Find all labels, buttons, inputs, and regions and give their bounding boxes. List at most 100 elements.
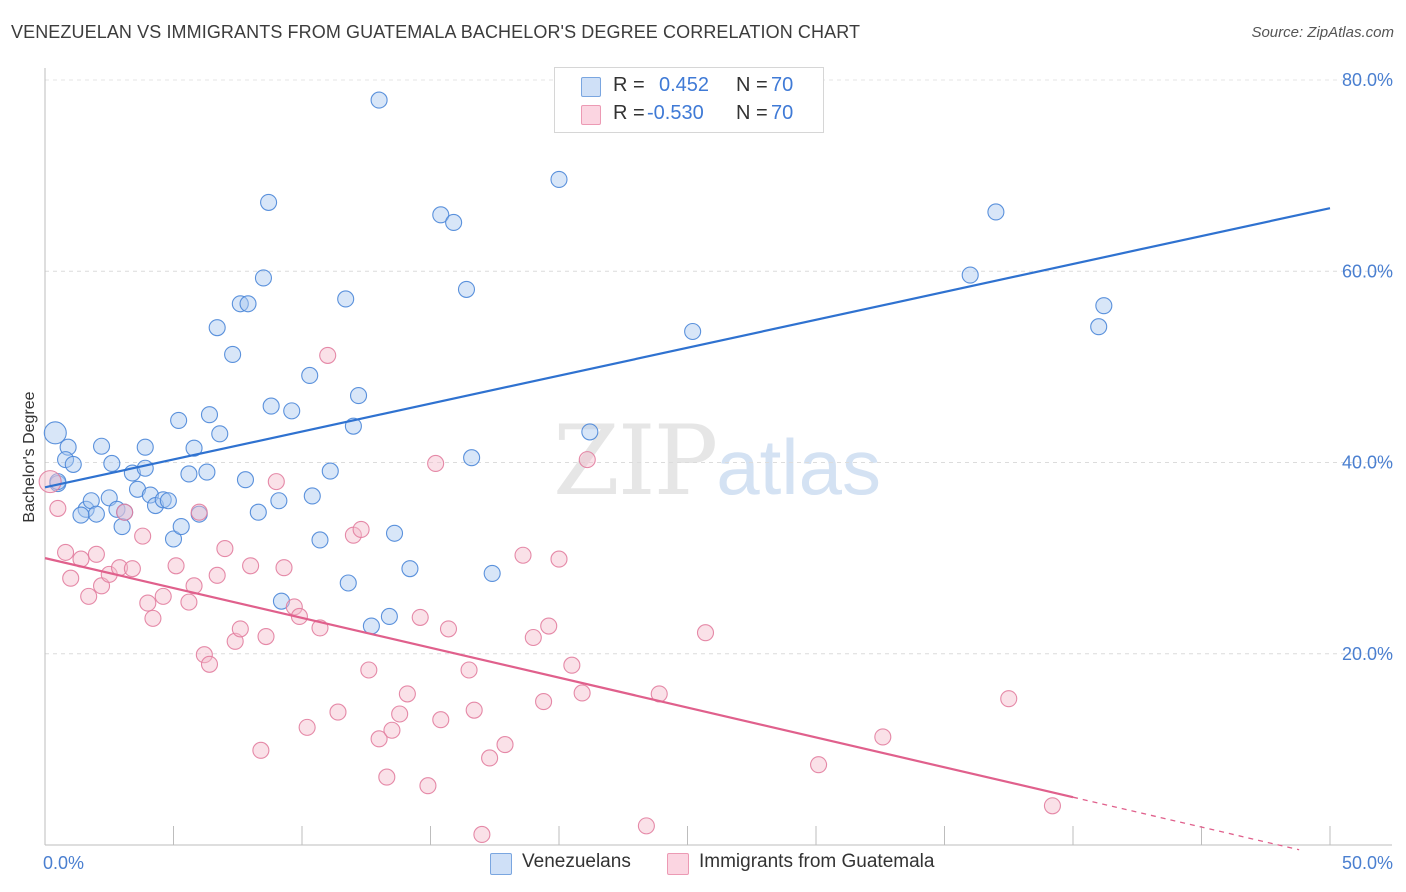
guatemala-point bbox=[116, 503, 134, 521]
guatemala-point bbox=[200, 655, 219, 673]
guatemala-point bbox=[329, 703, 347, 721]
guatemala-point bbox=[540, 617, 558, 635]
y-tick-label: 80.0% bbox=[1342, 70, 1393, 90]
venezuelans-point bbox=[311, 531, 329, 549]
guatemala-point bbox=[460, 661, 478, 679]
legend-r-value: 0.452 bbox=[659, 74, 710, 96]
guatemala-point bbox=[578, 451, 596, 469]
guatemala-point bbox=[810, 756, 828, 774]
venezuelans-point bbox=[154, 491, 172, 509]
legend-swatch-pink bbox=[581, 105, 601, 125]
guatemala-point bbox=[370, 730, 388, 748]
guatemala-point bbox=[419, 777, 437, 795]
venezuelans-point bbox=[262, 397, 280, 415]
venezuelans-point bbox=[445, 213, 463, 232]
guatemala-point bbox=[38, 470, 62, 494]
guatemala-point bbox=[57, 543, 75, 561]
guatemala-point bbox=[319, 346, 337, 364]
venezuelans-point bbox=[260, 193, 278, 211]
trend-lines bbox=[44, 207, 1331, 851]
guatemala-point bbox=[139, 594, 157, 612]
guatemala-point bbox=[134, 527, 152, 545]
venezuelans-point bbox=[270, 492, 288, 510]
venezuelans-point bbox=[224, 345, 242, 363]
guatemala-point bbox=[242, 557, 260, 575]
venezuelans-point bbox=[198, 463, 216, 481]
guatemala-point bbox=[257, 627, 275, 646]
venezuelans-point bbox=[103, 454, 121, 473]
guatemala-point bbox=[383, 721, 401, 739]
guatemala-point bbox=[535, 693, 553, 711]
venezuelans-point bbox=[87, 505, 105, 523]
venezuelans-point bbox=[254, 269, 273, 287]
venezuelans-point bbox=[159, 492, 177, 510]
venezuelans-trend-line bbox=[44, 207, 1331, 489]
venezuelans-point bbox=[380, 607, 398, 626]
venezuelans-point bbox=[72, 506, 90, 524]
legend-n-value: 70 bbox=[771, 74, 794, 96]
venezuelans-point bbox=[43, 421, 67, 445]
axes bbox=[44, 68, 1392, 846]
venezuelans-point bbox=[684, 322, 702, 341]
x-tick-label: 0.0% bbox=[43, 853, 84, 873]
venezuelans-point bbox=[200, 406, 219, 424]
venezuelans-point bbox=[172, 518, 190, 536]
watermark-zip: ZIP bbox=[553, 405, 718, 517]
watermark: ZIPatlas bbox=[553, 405, 881, 517]
guatemala-point bbox=[473, 825, 491, 844]
chart-title: VENEZUELAN VS IMMIGRANTS FROM GUATEMALA … bbox=[11, 22, 861, 42]
guatemala-point bbox=[1043, 797, 1061, 815]
guatemala-point bbox=[563, 656, 581, 674]
guatemala-point bbox=[275, 559, 293, 577]
venezuelans-point bbox=[64, 455, 82, 473]
venezuelans-point bbox=[164, 530, 183, 548]
venezuelans-point bbox=[82, 492, 100, 510]
guatemala-point bbox=[216, 540, 234, 558]
venezuelans-point bbox=[1095, 297, 1113, 315]
guatemala-point bbox=[208, 566, 226, 584]
guatemala-point bbox=[267, 473, 285, 491]
bottom-legend-label: Venezuelans bbox=[522, 851, 631, 872]
y-tick-label: 20.0% bbox=[1342, 644, 1393, 664]
legend-swatch-blue bbox=[581, 77, 601, 97]
bottom-legend-label: Immigrants from Guatemala bbox=[699, 851, 935, 872]
guatemala-point bbox=[298, 718, 316, 736]
venezuelans-point bbox=[113, 518, 131, 536]
guatemala-point bbox=[550, 550, 568, 568]
venezuelans-point bbox=[170, 411, 188, 429]
venezuelans-point bbox=[211, 425, 229, 443]
guatemala-point bbox=[398, 685, 416, 703]
venezuelans-point bbox=[581, 423, 599, 441]
guatemala-point bbox=[465, 701, 483, 719]
legend-n-value: 70 bbox=[771, 102, 794, 124]
guatemala-point bbox=[573, 684, 591, 702]
venezuelans-point bbox=[432, 206, 450, 224]
venezuelans-point bbox=[185, 439, 203, 457]
venezuelans-point bbox=[463, 449, 481, 467]
venezuelans-point bbox=[550, 170, 568, 188]
guatemala-point bbox=[514, 546, 532, 564]
venezuelans-point bbox=[249, 503, 267, 521]
legend-r-label: R = bbox=[613, 102, 645, 124]
guatemala-point bbox=[123, 560, 141, 578]
legend-r-value: -0.530 bbox=[647, 102, 704, 124]
series-venezuelans bbox=[43, 91, 1113, 635]
guatemala-point bbox=[190, 503, 208, 521]
venezuelans-point bbox=[457, 280, 476, 298]
venezuelans-point bbox=[401, 560, 419, 578]
guatemala-point bbox=[180, 593, 198, 611]
venezuelans-point bbox=[180, 465, 198, 483]
guatemala-point bbox=[481, 749, 499, 767]
guatemala-point bbox=[360, 661, 378, 679]
guatemala-point bbox=[87, 545, 105, 563]
tick-labels: 20.0% 40.0% 60.0% 80.0% 0.0% 50.0% bbox=[43, 70, 1393, 873]
guatemala-point bbox=[874, 728, 892, 746]
guatemala-trend-extension bbox=[1072, 796, 1300, 851]
venezuelans-point bbox=[483, 564, 501, 582]
guatemala-point bbox=[195, 646, 213, 664]
correlation-legend: R = 0.452 N = 70 R = -0.530 N = 70 bbox=[554, 67, 824, 133]
bottom-legend-swatch-pink bbox=[667, 853, 689, 875]
venezuelans-point bbox=[321, 462, 339, 480]
guatemala-point bbox=[524, 628, 542, 647]
